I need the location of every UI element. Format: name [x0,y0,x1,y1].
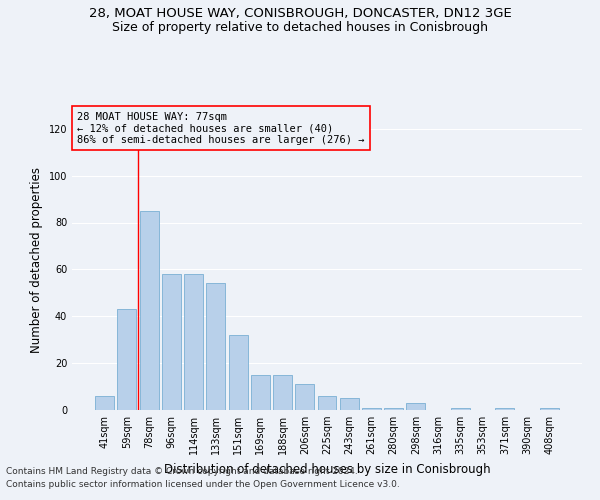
Bar [273,375,292,410]
Bar [362,408,381,410]
Bar [540,408,559,410]
Bar [162,274,181,410]
Bar [295,384,314,410]
Bar [140,211,158,410]
Bar [384,408,403,410]
Text: 28 MOAT HOUSE WAY: 77sqm
← 12% of detached houses are smaller (40)
86% of semi-d: 28 MOAT HOUSE WAY: 77sqm ← 12% of detach… [77,112,365,144]
Bar [229,335,248,410]
X-axis label: Distribution of detached houses by size in Conisbrough: Distribution of detached houses by size … [164,462,490,475]
Bar [95,396,114,410]
Bar [184,274,203,410]
Text: Size of property relative to detached houses in Conisbrough: Size of property relative to detached ho… [112,21,488,34]
Y-axis label: Number of detached properties: Number of detached properties [30,167,43,353]
Bar [317,396,337,410]
Bar [206,284,225,410]
Bar [118,309,136,410]
Text: Contains public sector information licensed under the Open Government Licence v3: Contains public sector information licen… [6,480,400,489]
Bar [340,398,359,410]
Bar [406,403,425,410]
Bar [251,375,270,410]
Bar [496,408,514,410]
Bar [451,408,470,410]
Text: 28, MOAT HOUSE WAY, CONISBROUGH, DONCASTER, DN12 3GE: 28, MOAT HOUSE WAY, CONISBROUGH, DONCAST… [89,8,511,20]
Text: Contains HM Land Registry data © Crown copyright and database right 2024.: Contains HM Land Registry data © Crown c… [6,468,358,476]
